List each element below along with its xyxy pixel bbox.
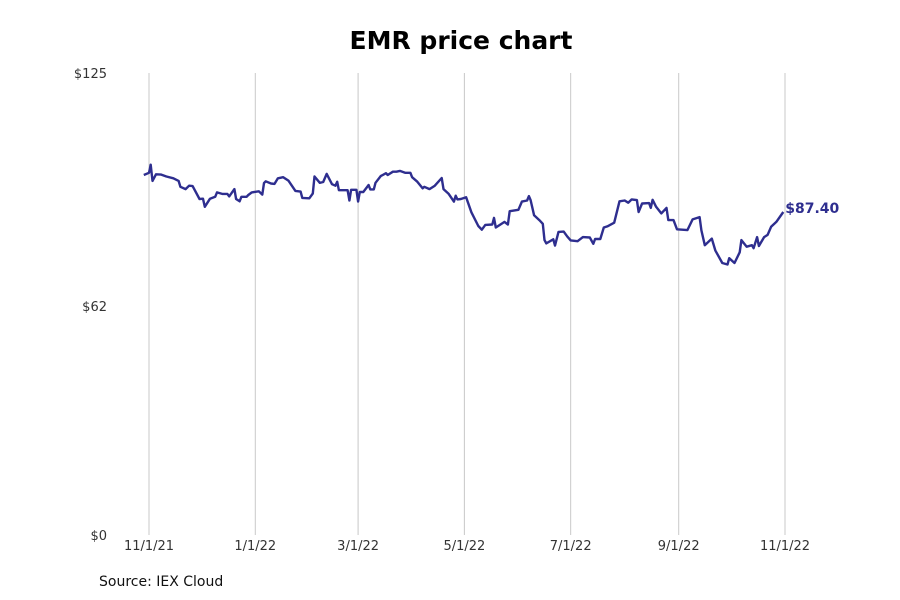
x-tick-label: 9/1/22 bbox=[658, 539, 700, 554]
x-tick-label: 5/1/22 bbox=[443, 539, 485, 554]
y-tick-label: $62 bbox=[82, 300, 107, 315]
y-tick-label: $0 bbox=[90, 529, 107, 544]
y-axis-ticks: $0 $62 $125 bbox=[74, 67, 107, 544]
last-price-label: $87.40 bbox=[785, 201, 839, 217]
source-note: Source: IEX Cloud bbox=[99, 574, 224, 590]
x-tick-label: 11/1/21 bbox=[124, 539, 174, 554]
grid-lines bbox=[148, 73, 786, 535]
price-series-line bbox=[143, 163, 785, 266]
x-axis-ticks: 11/1/21 1/1/22 3/1/22 5/1/22 7/1/22 9/1/22 11/… bbox=[124, 539, 810, 554]
x-tick-label: 3/1/22 bbox=[337, 539, 379, 554]
x-tick-label: 7/1/22 bbox=[550, 539, 592, 554]
chart-title: EMR price chart bbox=[349, 26, 573, 55]
y-tick-label: $125 bbox=[74, 67, 107, 82]
x-tick-label: 11/1/22 bbox=[760, 539, 810, 554]
x-tick-label: 1/1/22 bbox=[234, 539, 276, 554]
